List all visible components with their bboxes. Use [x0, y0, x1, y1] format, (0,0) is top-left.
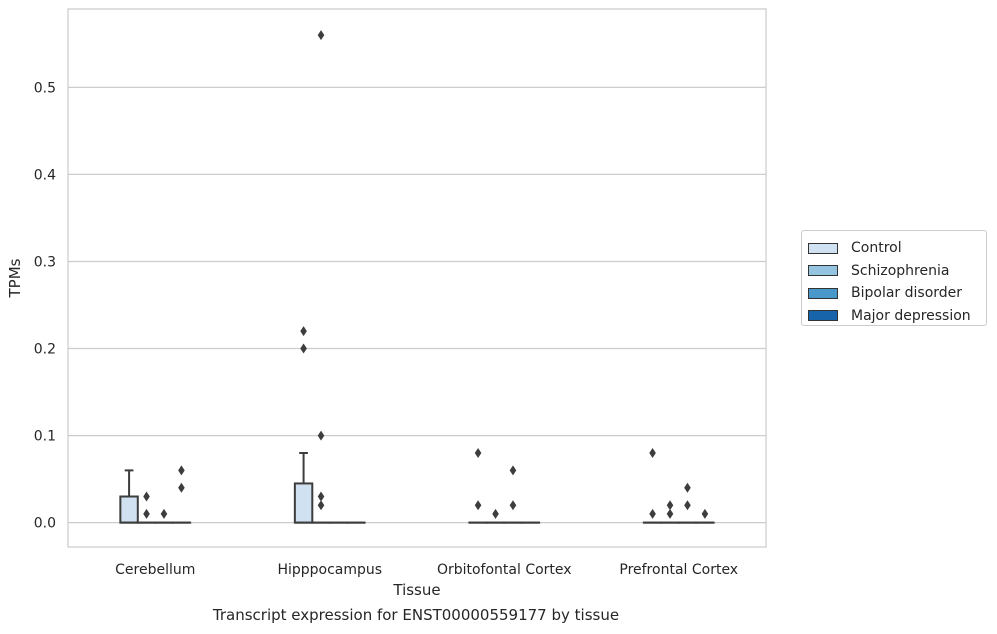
legend-swatch	[808, 242, 838, 254]
legend-label: Major depression	[851, 307, 971, 324]
outlier-point	[666, 500, 674, 511]
boxes	[119, 30, 715, 524]
box-control	[468, 447, 488, 524]
box-control	[642, 447, 663, 524]
x-tick-label: Hipppocampus	[277, 562, 382, 578]
outlier-point	[701, 508, 709, 519]
legend-label: Bipolar disorder	[851, 285, 963, 302]
box-control	[293, 326, 314, 524]
box-schizophrenia	[311, 30, 331, 524]
outlier-point	[666, 508, 674, 519]
outlier-point	[317, 491, 325, 502]
box-bipolar-disorder	[677, 482, 698, 524]
gridlines	[68, 86, 766, 524]
legend-item: Control	[808, 237, 986, 260]
box-schizophrenia	[136, 491, 157, 524]
y-tick-label: 0.4	[34, 167, 56, 183]
legend-item: Major depression	[808, 305, 986, 328]
y-tick-label: 0.2	[34, 342, 56, 358]
box-control	[119, 469, 139, 524]
y-tick-label: 0.3	[34, 254, 56, 270]
legend-swatch	[808, 287, 838, 299]
box-schizophrenia	[485, 508, 506, 524]
outlier-point	[160, 508, 168, 519]
outlier-point	[317, 430, 325, 441]
box-bipolar-disorder	[154, 508, 174, 524]
plot-frame	[67, 8, 767, 548]
chart-caption: Transcript expression for ENST0000055917…	[212, 606, 620, 624]
outlier-point	[300, 343, 307, 354]
outlier-point	[143, 491, 150, 502]
y-tick-label: 0.1	[34, 429, 56, 445]
box-major-depression	[171, 465, 192, 524]
legend-swatch	[808, 310, 838, 322]
y-tick-labels: 0.0 0.1 0.2 0.3 0.4 0.5	[34, 80, 56, 531]
outlier-point	[492, 508, 499, 519]
box-body	[119, 495, 139, 524]
x-tick-label: Prefrontal Cortex	[619, 562, 738, 578]
legend: Control Schizophrenia Bipolar disorder Majo…	[801, 230, 987, 326]
box-bipolar-disorder	[503, 465, 523, 524]
legend-item: Schizophrenia	[808, 260, 986, 283]
legend-swatch	[808, 265, 838, 277]
outlier-point	[509, 500, 517, 511]
outlier-point	[684, 482, 691, 493]
y-tick-label: 0.5	[34, 80, 56, 96]
outlier-point	[143, 508, 150, 519]
legend-item: Bipolar disorder	[808, 282, 986, 305]
legend-label: Control	[851, 240, 902, 257]
outlier-point	[474, 500, 482, 511]
box-schizophrenia	[660, 500, 680, 524]
outlier-point	[178, 465, 185, 476]
outlier-point	[649, 447, 656, 458]
outlier-point	[300, 326, 307, 337]
outlier-point	[649, 508, 656, 519]
legend-label: Schizophrenia	[851, 262, 950, 279]
outlier-point	[178, 482, 185, 493]
y-axis-label: TPMs	[6, 258, 24, 298]
box-major-depression	[695, 508, 715, 524]
x-tick-labels: Cerebellum Hipppocampus Orbitofontal Corte…	[115, 562, 738, 578]
outlier-point	[509, 465, 517, 476]
x-axis-label: Tissue	[392, 581, 440, 599]
x-tick-label: Orbitofontal Cortex	[437, 562, 572, 578]
box-body	[293, 482, 314, 524]
outlier-point	[317, 500, 325, 511]
outlier-point	[684, 500, 691, 511]
x-tick-label: Cerebellum	[115, 562, 195, 578]
outlier-point	[474, 447, 482, 458]
outlier-point	[317, 30, 325, 41]
y-tick-label: 0.0	[34, 516, 56, 532]
